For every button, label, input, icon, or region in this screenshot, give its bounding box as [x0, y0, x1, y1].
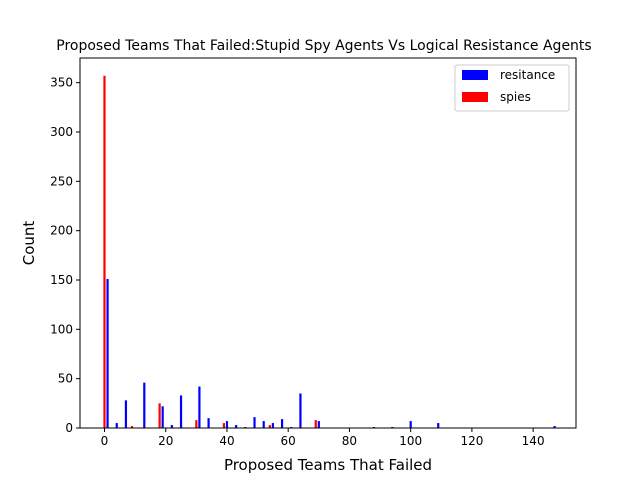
y-tick-label: 0 [65, 421, 73, 435]
bar-resitance-21 [409, 421, 412, 428]
bar-resitance-7 [198, 386, 201, 428]
bar-spies-3 [195, 420, 198, 428]
bar-resitance-13 [262, 421, 265, 428]
bar-spies-2 [158, 403, 161, 428]
x-tick-label: 60 [281, 434, 296, 448]
bar-resitance-12 [253, 417, 256, 428]
bar-spies-5 [268, 425, 271, 428]
y-tick-label: 100 [50, 322, 73, 336]
bar-resitance-3 [143, 382, 146, 428]
legend-swatch-spies [462, 92, 488, 102]
y-axis-ticks: 0 50 100 150 200 250 300 350 [50, 76, 80, 435]
legend-label-spies: spies [500, 90, 531, 104]
y-tick-label: 150 [50, 273, 73, 287]
y-tick-label: 250 [50, 174, 73, 188]
bar-resitance-14 [271, 423, 274, 428]
legend: resitance spies [454, 64, 570, 112]
x-tick-label: 120 [460, 434, 483, 448]
bar-spies-6 [314, 420, 317, 428]
x-tick-label: 40 [219, 434, 234, 448]
bar-resitance-2 [124, 400, 128, 428]
bar-resitance-6 [179, 395, 183, 428]
x-tick-label: 80 [342, 434, 357, 448]
y-tick-label: 300 [50, 125, 73, 139]
bars-layer [103, 75, 556, 428]
bar-resitance-1 [115, 423, 118, 428]
bar-resitance-22 [437, 423, 440, 428]
y-tick-label: 350 [50, 76, 73, 90]
bar-resitance-8 [207, 418, 210, 428]
y-tick-label: 200 [50, 224, 73, 238]
x-axis-label: Proposed Teams That Failed [224, 456, 432, 474]
bar-resitance-23 [553, 426, 556, 428]
legend-label-resitance: resitance [500, 68, 555, 82]
bar-resitance-4 [161, 406, 164, 428]
plot-area-frame [79, 57, 577, 429]
y-axis-label: Count [20, 221, 38, 266]
x-tick-label: 20 [158, 434, 173, 448]
bar-resitance-0 [106, 279, 109, 428]
chart-title: Proposed Teams That Failed:Stupid Spy Ag… [56, 38, 591, 54]
bar-resitance-15 [280, 419, 284, 428]
bar-spies-1 [130, 426, 134, 428]
x-axis-ticks: 0 20 40 60 80 100 120 140 [101, 428, 545, 448]
bar-resitance-5 [170, 425, 173, 428]
y-tick-label: 50 [58, 372, 73, 386]
x-tick-label: 140 [522, 434, 545, 448]
bar-resitance-17 [299, 393, 302, 428]
bar-resitance-10 [235, 425, 238, 428]
x-tick-label: 100 [399, 434, 422, 448]
legend-swatch-resitance [462, 70, 488, 80]
bar-resitance-18 [317, 421, 320, 428]
bar-resitance-9 [225, 421, 229, 428]
bar-spies-0 [103, 75, 106, 428]
x-tick-label: 0 [101, 434, 109, 448]
bar-spies-4 [222, 423, 225, 428]
